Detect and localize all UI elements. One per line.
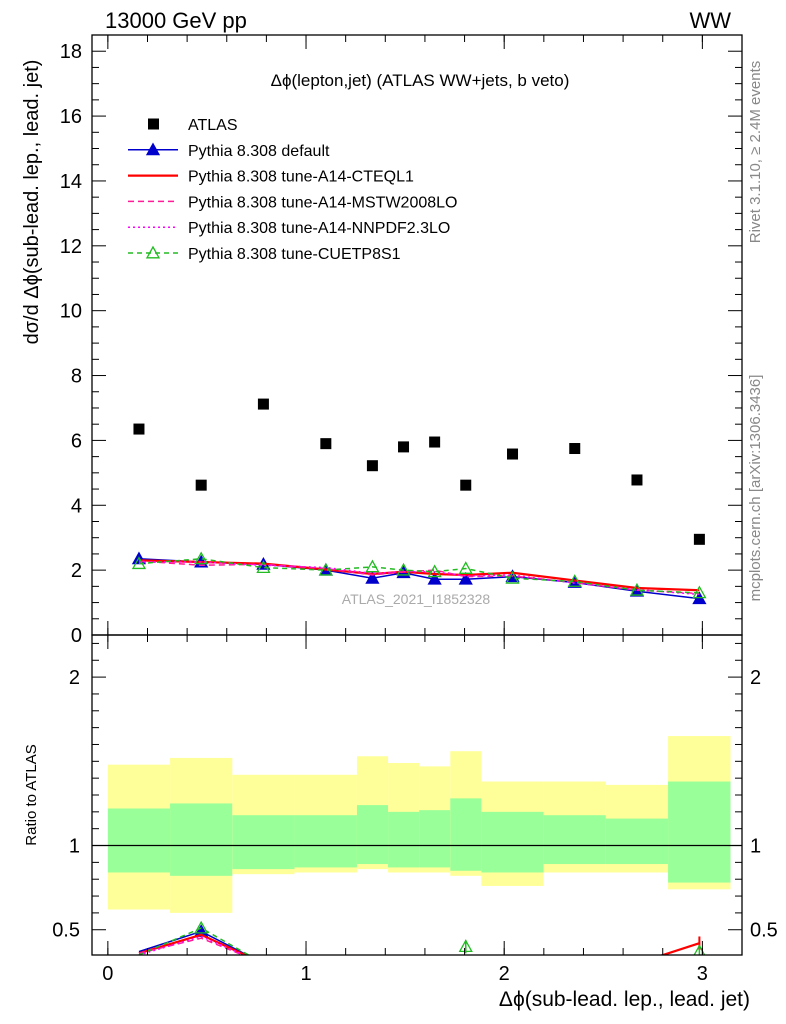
- uncertainty-band-green: [388, 811, 420, 868]
- atlas-data-point: [693, 533, 705, 545]
- uncertainty-band-green: [170, 803, 233, 876]
- uncertainty-band-green: [605, 818, 669, 865]
- ratio-point: [194, 920, 209, 934]
- series-5-point: [365, 559, 380, 573]
- legend-label: ATLAS: [188, 117, 238, 134]
- atlas-data-point: [569, 443, 581, 455]
- series-1-point: [365, 570, 380, 584]
- series-5-point: [256, 560, 271, 573]
- y-tick-label: 4: [71, 495, 82, 517]
- y-tick-label: 6: [71, 430, 82, 452]
- mcplots-label: mcplots.cern.ch [arXiv:1306.3436]: [747, 375, 764, 602]
- series-5-point: [318, 562, 333, 576]
- main-axes: 0 2 4 6 8 10 12 14 16 18: [60, 34, 743, 647]
- atlas-data-point: [507, 448, 519, 460]
- legend-label: Pythia 8.308 tune-A14-CTEQL1: [188, 169, 414, 186]
- series-5-point: [194, 551, 209, 565]
- ratio-point: [194, 924, 209, 937]
- ratio-line: [138, 937, 245, 955]
- series-1-point: [427, 571, 442, 585]
- ratio-line: [138, 935, 246, 955]
- legend-label: Pythia 8.308 tune-A14-MSTW2008LO: [188, 194, 457, 211]
- ratio-line: [138, 933, 248, 955]
- uncertainty-band-green: [668, 781, 731, 883]
- ratio-y-axis-label: Ratio to ATLAS: [23, 744, 40, 845]
- rivet-label: Rivet 3.1.10, ≥ 2.4M events: [747, 61, 764, 244]
- series-5-point: [505, 570, 520, 584]
- main-title: Δϕ(lepton,jet) (ATLAS WW+jets, b veto): [271, 71, 570, 90]
- y-tick-label: 8: [71, 366, 82, 388]
- uncertainty-band-green: [543, 815, 606, 865]
- x-tick-label: 1: [300, 963, 311, 985]
- uncertainty-band-green: [294, 815, 357, 868]
- uncertainty-band-green: [107, 808, 171, 873]
- x-tick-label: 3: [697, 963, 708, 985]
- series-5-point: [427, 564, 442, 578]
- atlas-data-point: [195, 479, 207, 491]
- main-y-axis-label: dσ/d Δϕ(sub-lead. lep., lead. jet): [21, 60, 43, 345]
- process-label: WW: [689, 8, 731, 33]
- y-tick-label: 2: [71, 560, 82, 582]
- atlas-data-point: [133, 423, 145, 435]
- energy-label: 13000 GeV pp: [105, 8, 247, 33]
- y-tick-label: 0: [71, 625, 82, 647]
- ratio-y-tick-label: 2: [69, 667, 80, 689]
- legend: ATLAS Pythia 8.308 default Pythia 8.308 tu…: [128, 117, 457, 263]
- series-line-4: [138, 561, 700, 596]
- series-line-5: [138, 558, 700, 594]
- series-1-point: [458, 571, 473, 585]
- ratio-y-tick-label-right: 1: [750, 836, 761, 858]
- ratio-axes: 0.5 0.5 1 1 2 2 0 1 2 3: [52, 634, 778, 985]
- atlas-data-point: [366, 460, 378, 472]
- uncertainty-band-green: [419, 810, 451, 868]
- atlas-data-point: [460, 479, 472, 491]
- uncertainty-band-green: [232, 815, 295, 870]
- y-tick-label: 12: [60, 236, 82, 258]
- uncertainty-band-green: [450, 798, 482, 871]
- ratio-y-tick-label: 0.5: [52, 920, 80, 942]
- x-axis-label: Δϕ(sub-lead. lep., lead. jet): [499, 988, 750, 1011]
- atlas-data-point: [398, 441, 410, 453]
- atlas-data-point: [631, 474, 643, 486]
- ratio-point: [458, 939, 473, 953]
- atlas-data-point: [429, 436, 441, 448]
- ratio-y-tick-label-right: 0.5: [750, 920, 778, 942]
- atlas-data-point: [320, 438, 332, 450]
- series-5-point: [458, 561, 473, 574]
- legend-marker: [145, 245, 161, 259]
- y-tick-label: 14: [60, 171, 82, 193]
- legend-label: Pythia 8.308 tune-CUETP8S1: [188, 246, 401, 263]
- watermark: ATLAS_2021_I1852328: [342, 591, 491, 607]
- legend-marker: [148, 118, 159, 130]
- y-tick-label: 10: [60, 301, 82, 323]
- uncertainty-band-green: [356, 805, 389, 865]
- ratio-line: [138, 927, 251, 955]
- legend-label: Pythia 8.308 tune-A14-NNPDF2.3LO: [188, 220, 450, 237]
- y-tick-label: 18: [60, 41, 82, 63]
- series-5-point: [131, 556, 147, 570]
- series-line-2: [138, 559, 700, 592]
- legend-marker: [145, 142, 161, 156]
- ratio-panel-content: [92, 736, 742, 955]
- x-tick-label: 0: [102, 963, 113, 985]
- main-panel-content: [131, 398, 707, 605]
- series-5-point: [692, 585, 707, 599]
- ratio-line: [659, 942, 700, 955]
- series-5-point: [396, 562, 411, 576]
- legend-label: Pythia 8.308 default: [188, 143, 330, 160]
- x-tick-label: 2: [499, 963, 510, 985]
- y-tick-label: 16: [60, 106, 82, 128]
- uncertainty-band-green: [481, 811, 544, 873]
- atlas-data-point: [257, 398, 269, 410]
- ratio-y-tick-label-right: 2: [750, 667, 761, 689]
- ratio-y-tick-label: 1: [69, 836, 80, 858]
- series-5-point: [567, 574, 582, 587]
- series-5-point: [629, 582, 645, 596]
